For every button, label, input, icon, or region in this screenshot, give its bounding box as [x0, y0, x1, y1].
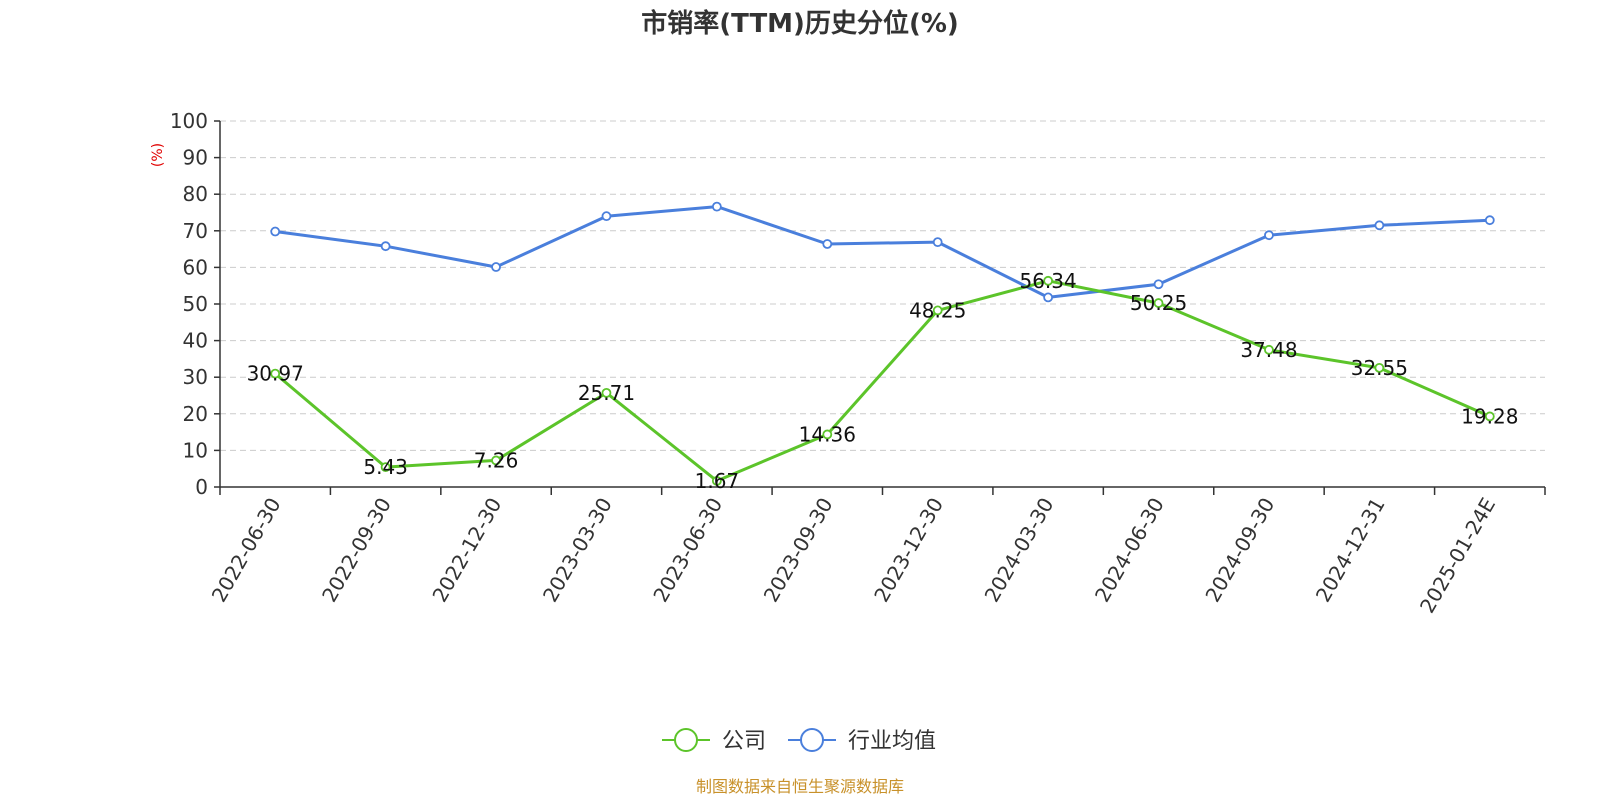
y-tick-label: 90 [183, 146, 208, 170]
x-tick-label: 2022-12-30 [427, 494, 506, 607]
y-tick-label: 10 [183, 438, 208, 462]
x-tick-label: 2024-03-30 [980, 494, 1059, 607]
data-point [380, 462, 391, 473]
x-tick-label: 2025-01-24E [1415, 494, 1500, 618]
series-layer [270, 201, 1495, 486]
data-label: 1.67 [695, 469, 740, 493]
grid-lines [220, 120, 1545, 451]
data-point [1043, 275, 1054, 286]
data-point [711, 201, 722, 212]
series-line [275, 205, 1490, 299]
x-tick-label: 2023-03-30 [538, 494, 617, 607]
y-tick-label: 40 [183, 329, 208, 353]
data-point [1264, 344, 1274, 355]
data-point [601, 388, 612, 398]
data-point [1484, 215, 1495, 226]
data-point [491, 455, 501, 466]
x-tick-label: 2022-09-30 [317, 494, 396, 607]
x-tick-label: 2023-06-30 [648, 494, 727, 607]
data-point [1153, 298, 1164, 308]
x-tick-label: 2022-06-30 [207, 494, 286, 607]
data-point [1043, 292, 1054, 303]
y-axis-ticks: 0 10 20 30 40 50 60 70 80 90 100 [170, 109, 220, 499]
y-tick-label: 100 [170, 109, 208, 133]
x-tick-label: 2023-09-30 [759, 494, 838, 607]
data-point [822, 239, 833, 249]
legend-marker [800, 728, 824, 752]
data-label: 19.28 [1461, 404, 1518, 428]
data-source-note: 制图数据来自恒生聚源数据库 [696, 777, 904, 796]
data-point [932, 305, 943, 316]
y-tick-label: 30 [183, 365, 208, 389]
x-axis-ticks: 2022-06-30 2022-09-30 2022-12-30 2023-03-30… [207, 487, 1546, 618]
y-tick-label: 50 [183, 292, 208, 316]
legend[interactable]: 公司 行业均值 [662, 728, 936, 754]
data-point [932, 237, 943, 248]
x-tick-label: 2024-09-30 [1200, 494, 1279, 607]
chart-title: 市销率(TTM)历史分位(%) [641, 8, 959, 39]
data-label: 25.71 [578, 381, 635, 405]
legend-label: 行业均值 [848, 729, 936, 754]
legend-label: 公司 [722, 729, 766, 754]
y-tick-label: 70 [183, 219, 208, 243]
y-axis-unit-label: (%) [150, 143, 166, 167]
x-tick-label: 2024-06-30 [1090, 494, 1169, 607]
data-point [491, 262, 501, 272]
data-point [380, 241, 391, 252]
series-line [274, 279, 1491, 483]
data-label: 5.43 [363, 455, 408, 479]
data-point [1374, 362, 1385, 373]
x-tick-label: 2023-12-30 [869, 494, 948, 607]
data-label: 32.55 [1351, 356, 1408, 380]
data-label: 48.25 [909, 298, 966, 322]
data-point [1374, 220, 1385, 231]
data-label: 50.25 [1130, 291, 1187, 315]
data-point [1264, 230, 1274, 241]
legend-item[interactable]: 行业均值 [788, 728, 936, 754]
data-point [270, 368, 281, 379]
data-point [1153, 279, 1164, 290]
data-labels: 30.97 5.43 7.26 25.71 1.67 14.36 48.25 56.34 50.… [247, 269, 1519, 493]
y-tick-label: 0 [195, 475, 208, 499]
legend-item[interactable]: 公司 [662, 728, 766, 754]
data-point [822, 429, 833, 440]
legend-marker [674, 728, 698, 752]
data-point [601, 211, 612, 222]
data-label: 7.26 [474, 448, 519, 472]
data-point [711, 475, 722, 486]
data-point [1484, 411, 1495, 422]
y-tick-label: 20 [183, 402, 208, 426]
data-label: 30.97 [247, 362, 304, 386]
y-tick-label: 80 [183, 182, 208, 206]
data-label: 56.34 [1019, 269, 1076, 293]
data-point [270, 226, 281, 237]
data-label: 14.36 [799, 422, 856, 446]
y-tick-label: 60 [183, 255, 208, 279]
data-label: 37.48 [1240, 338, 1297, 362]
x-tick-label: 2024-12-31 [1311, 494, 1390, 607]
